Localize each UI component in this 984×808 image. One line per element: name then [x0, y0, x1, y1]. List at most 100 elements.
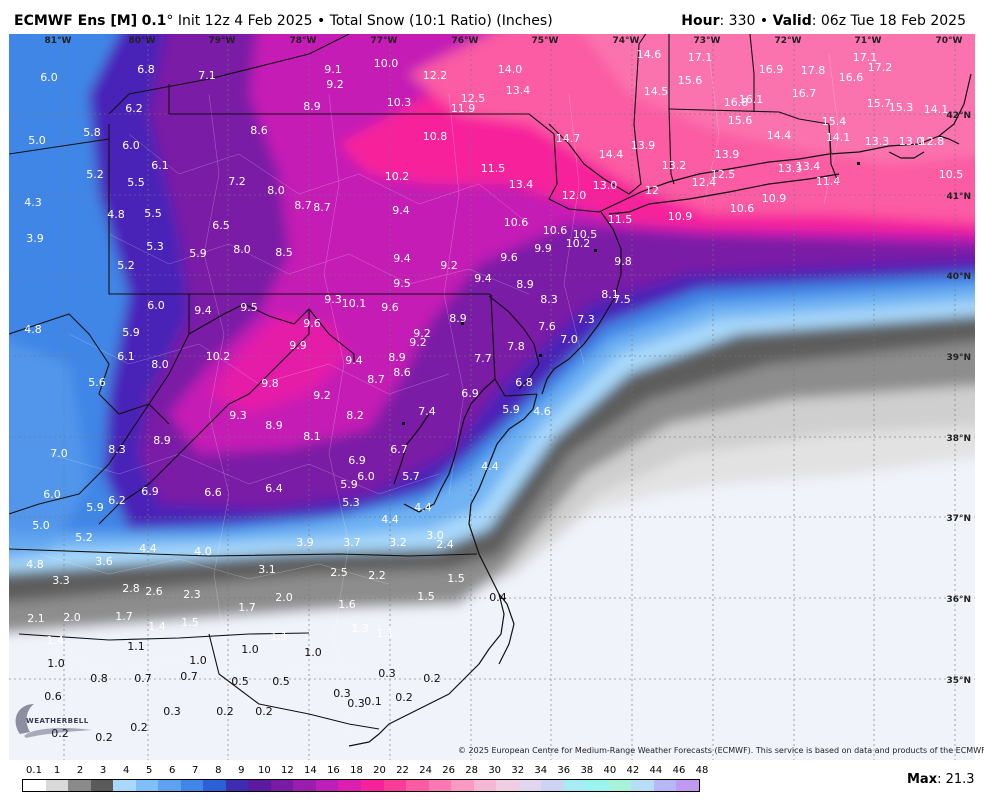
colorbar-segment — [45, 780, 69, 791]
snowfall-value: 2.1 — [27, 612, 45, 625]
snowfall-value: 12.5 — [461, 92, 486, 105]
snowfall-value: 1.5 — [447, 572, 465, 585]
snowfall-value: 12.8 — [920, 135, 945, 148]
colorbar-segment — [541, 780, 564, 791]
colorbar-tick-label: 7 — [192, 765, 199, 776]
snowfall-value: 10.2 — [206, 350, 231, 363]
snowfall-value: 7.2 — [228, 175, 246, 188]
colorbar-tick-label: 32 — [511, 765, 525, 776]
snowfall-value: 6.4 — [265, 482, 283, 495]
snowfall-value: 16.8 — [724, 96, 749, 109]
snowfall-value: 5.0 — [32, 519, 50, 532]
snowfall-value: 16.7 — [792, 87, 817, 100]
snowfall-value: 6.2 — [125, 102, 143, 115]
colorbar-tick-label: 2 — [76, 765, 84, 776]
bullet: • — [316, 13, 326, 29]
snowfall-value: 17.1 — [853, 51, 878, 64]
snowfall-value: 11.4 — [816, 175, 841, 188]
snowfall-value: 14.7 — [556, 132, 581, 145]
latitude-label: 39°N — [946, 353, 971, 363]
latitude-label: 38°N — [946, 434, 971, 444]
colorbar-segment — [23, 780, 46, 791]
snowfall-value: 6.6 — [204, 486, 222, 499]
state-borders — [9, 34, 840, 730]
colorbar-segment — [406, 780, 429, 791]
colorbar-tick-label: 9 — [238, 765, 245, 776]
colorbar — [22, 779, 700, 792]
colorbar-tick-label: 26 — [442, 765, 455, 776]
snowfall-value: 1.7 — [238, 601, 256, 614]
colorbar-tick-label: 46 — [672, 765, 686, 776]
snowfall-value: 8.7 — [294, 199, 312, 212]
colorbar-tick-label: 14 — [304, 765, 317, 776]
logo-text: WEATHERBELL — [26, 717, 89, 725]
product-name: Total Snow (10:1 Ratio) (Inches) — [329, 13, 553, 29]
colorbar-segment — [338, 780, 361, 791]
snowfall-value: 13.9 — [715, 148, 740, 161]
city-markers — [402, 162, 860, 425]
snowfall-value: 8.7 — [367, 373, 385, 386]
snowfall-value: 13.0 — [593, 179, 618, 192]
coastlines — [348, 73, 972, 747]
snowfall-value: 6.0 — [122, 139, 140, 152]
colorbar-tick-label: 44 — [649, 765, 663, 776]
snowfall-value: 3.9 — [296, 536, 314, 549]
snowfall-value: 0.2 — [423, 672, 441, 685]
latitude-label: 36°N — [946, 595, 971, 605]
colorbar-segment — [360, 780, 384, 791]
snowfall-value: 0.3 — [163, 705, 181, 718]
max-label: Max — [907, 772, 938, 787]
latitude-labels: 42°N 41°N 40°N 39°N 38°N 37°N 36°N 35°N — [946, 111, 971, 686]
snowfall-value: 10.6 — [543, 224, 568, 237]
colorbar-tick-label: 42 — [626, 765, 640, 776]
snowfall-value: 13.3 — [865, 135, 890, 148]
snowfall-value: 0.3 — [333, 687, 351, 700]
snowfall-value: 6.9 — [141, 485, 159, 498]
colorbar-segment — [518, 780, 542, 791]
snowfall-value: 9.8 — [261, 377, 279, 390]
snowfall-value: 10.2 — [566, 237, 591, 250]
snowfall-value: 13.3 — [778, 162, 803, 175]
snowfall-value: 17.2 — [868, 61, 893, 74]
snowfall-value: 6.1 — [117, 350, 135, 363]
latitude-label: 37°N — [946, 514, 971, 524]
longitude-label: 77°W — [371, 36, 398, 46]
colorbar-tick-label: 34 — [534, 765, 548, 776]
snowfall-value: 5.9 — [502, 403, 520, 416]
hour-label: Hour — [681, 13, 720, 29]
snowfall-value: 9.4 — [345, 354, 363, 367]
colorbar-tick-label: 48 — [695, 765, 709, 776]
snowfall-value: 6.2 — [108, 494, 126, 507]
snowfall-value: 5.5 — [127, 176, 145, 189]
model-name: ECMWF Ens [M] — [14, 13, 138, 29]
snowfall-value: 11.5 — [608, 213, 633, 226]
snowfall-value: 8.2 — [346, 409, 364, 422]
snowfall-value: 8.0 — [267, 184, 285, 197]
snowfall-value: 5.9 — [340, 478, 358, 491]
weatherbell-logo — [15, 704, 92, 738]
snowfall-value: 1.0 — [304, 646, 322, 659]
snowfall-value: 5.2 — [86, 168, 104, 181]
snowfall-value: 14.0 — [498, 63, 523, 76]
colorbar-tick-label: 16 — [327, 765, 340, 776]
snowfall-value: 0.3 — [347, 697, 365, 710]
snowfall-value: 2.3 — [183, 588, 201, 601]
snowfall-value: 13.4 — [506, 84, 531, 97]
colorbar-segment — [563, 780, 587, 791]
colorbar-segment — [428, 780, 452, 791]
snowfall-value: 5.9 — [122, 326, 140, 339]
colorbar-tick-label: 12 — [281, 765, 294, 776]
snowfall-value: 17.8 — [801, 64, 826, 77]
longitude-labels: 81°W 80°W 79°W 78°W 77°W 76°W 75°W 74°W 73°W 72°W… — [45, 36, 963, 46]
snowfall-value: 9.2 — [413, 327, 431, 340]
snowfall-value: 2.0 — [275, 591, 293, 604]
snowfall-value: 8.0 — [233, 243, 251, 256]
snowfall-value: 2.6 — [145, 585, 163, 598]
snowfall-value: 9.5 — [240, 301, 258, 314]
snowfall-value: 13.2 — [662, 159, 687, 172]
snowfall-value: 0.2 — [95, 731, 113, 744]
snowfall-value: 6.7 — [390, 443, 408, 456]
snowfall-value: 4.0 — [194, 545, 212, 558]
snowfall-value: 11.9 — [451, 102, 476, 115]
colorbar-tick-label: 1 — [53, 765, 61, 776]
